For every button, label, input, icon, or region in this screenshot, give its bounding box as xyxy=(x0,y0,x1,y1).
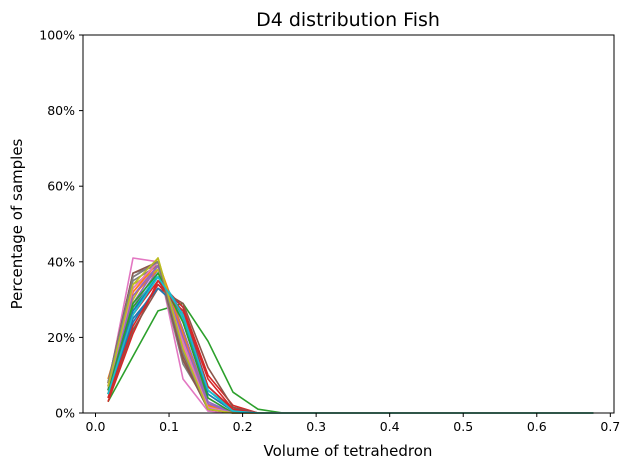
plot-frame xyxy=(82,34,615,414)
x-tick-label: 0.2 xyxy=(233,419,253,434)
y-axis-ticks: 0% 20% 40% 60% 80% 100% xyxy=(39,28,83,421)
y-tick-label: 100% xyxy=(39,28,75,43)
x-tick-label: 0.7 xyxy=(600,419,620,434)
y-tick-label: 0% xyxy=(55,406,75,421)
x-tick-label: 0.0 xyxy=(86,419,106,434)
y-tick-label: 40% xyxy=(47,254,75,269)
y-axis-label: Percentage of samples xyxy=(8,138,26,309)
x-tick-label: 0.5 xyxy=(453,419,473,434)
y-tick-label: 20% xyxy=(47,330,75,345)
series-layer xyxy=(107,257,594,414)
x-tick-label: 0.3 xyxy=(306,419,326,434)
y-tick-label: 60% xyxy=(47,179,75,194)
x-tick-label: 0.1 xyxy=(159,419,179,434)
y-tick-label: 80% xyxy=(47,103,75,118)
series-line-27 xyxy=(107,260,594,414)
x-tick-label: 0.4 xyxy=(380,419,400,434)
chart-title: D4 distribution Fish xyxy=(256,9,440,31)
x-axis-ticks: 0.0 0.1 0.2 0.3 0.4 0.5 0.6 0.7 xyxy=(86,413,620,434)
x-tick-label: 0.6 xyxy=(527,419,547,434)
x-axis-label: Volume of tetrahedron xyxy=(264,442,433,460)
